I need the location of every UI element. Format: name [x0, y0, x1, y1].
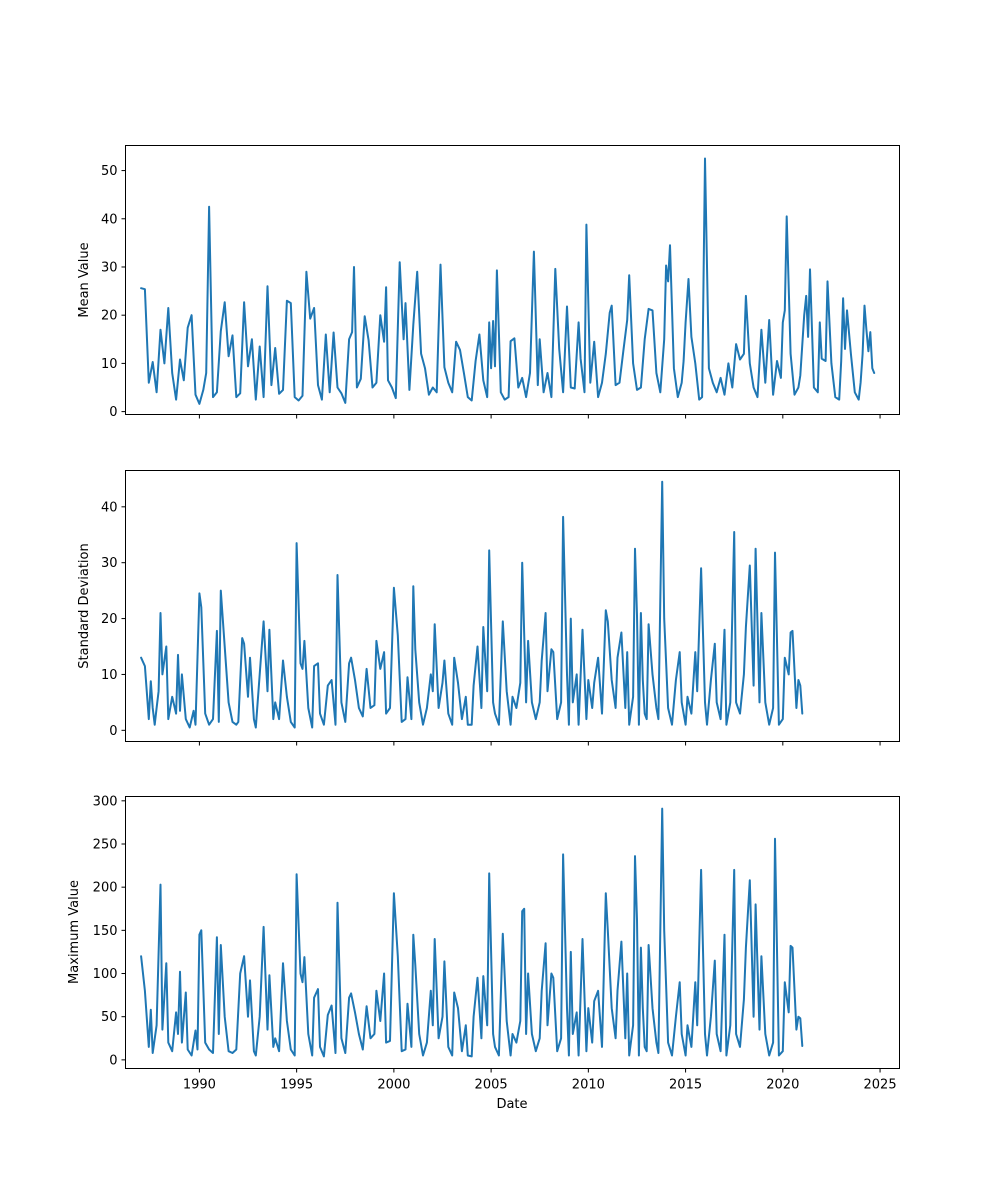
- y-ticks: 0 10 20 30 40 50: [101, 164, 126, 420]
- y-tick-label: 0: [109, 405, 117, 420]
- x-tick-label: 1990: [183, 1078, 216, 1093]
- subplot-standard-deviation: Standard Deviation 0 10 20 30 40: [77, 470, 900, 746]
- x-ticks: [198, 741, 881, 746]
- y-tick-label: 20: [101, 309, 118, 324]
- axes-frame: [125, 796, 900, 1069]
- x-ticks: [198, 414, 881, 419]
- x-tick-label: 1995: [280, 1078, 313, 1093]
- y-tick-label: 10: [101, 668, 118, 683]
- subplot-mean-value: Mean Value 0 10 20 30 40 50: [77, 145, 900, 420]
- x-tick-label: 2000: [377, 1078, 410, 1093]
- y-tick-label: 0: [109, 1053, 117, 1068]
- axes-frame: [125, 145, 900, 415]
- series-line: [140, 157, 876, 405]
- x-tick-label: 2005: [475, 1078, 508, 1093]
- y-ticks: 0 50 100 150 200 250 300: [93, 794, 126, 1068]
- y-tick-label: 200: [93, 881, 118, 896]
- y-tick-label: 0: [109, 724, 117, 739]
- ylabel-mean-value: Mean Value: [77, 242, 92, 317]
- y-tick-label: 300: [93, 794, 118, 809]
- y-tick-label: 150: [93, 924, 118, 939]
- x-tick-label: 2010: [572, 1078, 605, 1093]
- x-tick-label: 2020: [766, 1078, 799, 1093]
- x-tick-label: 2015: [669, 1078, 702, 1093]
- xlabel-date: Date: [496, 1097, 527, 1112]
- x-ticks: 1990 1995 2000 2005 2010 2015 2020 2025: [183, 1068, 897, 1093]
- y-tick-label: 50: [101, 164, 118, 179]
- y-tick-label: 40: [101, 212, 118, 227]
- y-tick-label: 40: [101, 500, 118, 515]
- y-ticks: 0 10 20 30 40: [101, 500, 126, 739]
- ylabel-maximum-value: Maximum Value: [67, 880, 82, 984]
- y-tick-label: 50: [101, 1010, 118, 1025]
- y-tick-label: 250: [93, 837, 118, 852]
- y-tick-label: 100: [93, 967, 118, 982]
- series-line: [140, 480, 804, 729]
- y-tick-label: 30: [101, 260, 118, 275]
- x-tick-label: 2025: [864, 1078, 897, 1093]
- y-tick-label: 20: [101, 612, 118, 627]
- y-tick-label: 10: [101, 357, 118, 372]
- series-line: [140, 807, 804, 1058]
- y-tick-label: 30: [101, 556, 118, 571]
- ylabel-standard-deviation: Standard Deviation: [77, 543, 92, 668]
- axes-frame: [125, 470, 900, 742]
